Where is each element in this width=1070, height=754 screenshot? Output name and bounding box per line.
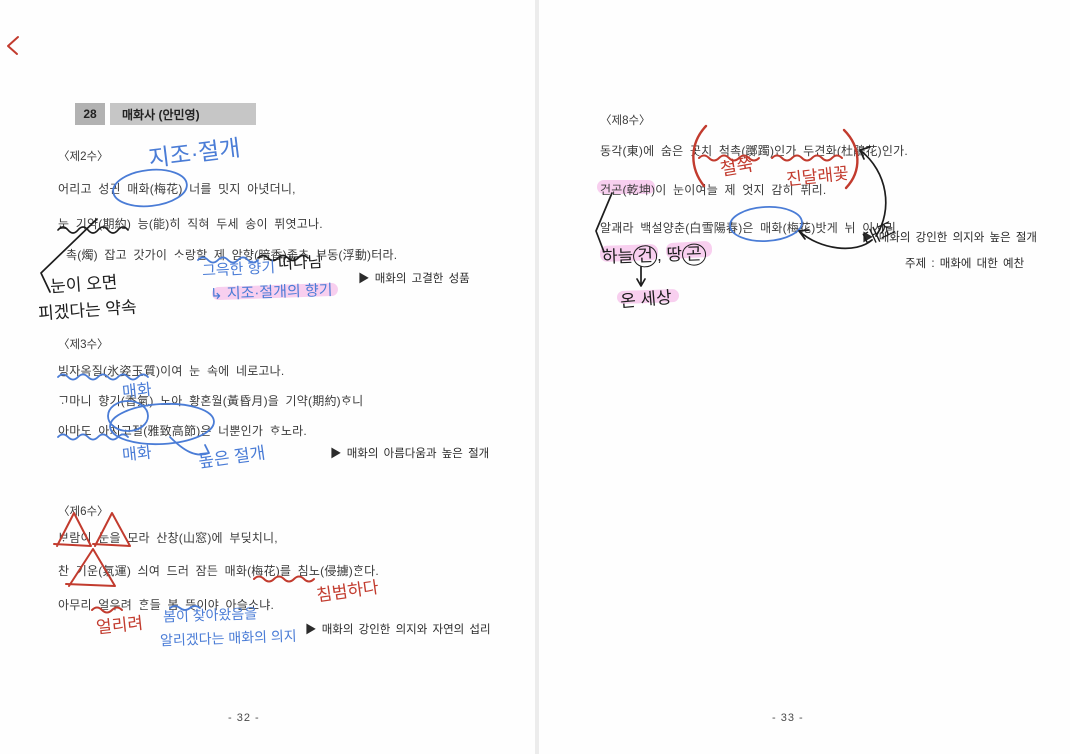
hw-circled-gon: 곤 <box>681 243 707 266</box>
handwritten-jigyo-fragrance: ↳ 지조·절개의 향기 <box>209 281 333 304</box>
verse2-line3: 촉(燭) 잡고 갓가이 ᄉᆞ랑할 제 암향(暗香)좇ᄎᆞ 부동(浮動)터라. <box>66 248 398 262</box>
red-corner-mark <box>7 36 19 55</box>
lesson-number-badge: 28 <box>75 103 105 125</box>
verse3-line2: ᄀᆞ마니 향기(香氣) 노아 황혼월(黃昏月)을 기약(期約)ᄒᆞ니 <box>58 394 364 408</box>
page-number-left: - 32 - <box>228 712 260 724</box>
handwritten-freeze: 얼리려 <box>95 613 144 638</box>
hw-sky-text: 하늘 <box>601 246 634 267</box>
lesson-title: 매화사 (안민영) <box>110 103 256 125</box>
handwritten-maehwa-a: 매화 <box>121 381 153 402</box>
handwritten-azalea-1: 철쭉 <box>718 154 755 180</box>
pink-highlight-geongon <box>597 180 655 194</box>
verse6-line2: 찬 기운(氣運) 싀여 드러 잠든 매화(梅花)를 침노(侵擄)ᄒᆞᆫ다. <box>58 564 379 578</box>
verse8-line2: 건곤(乾坤)이 눈이여늘 제 엇지 감히 퓌리. <box>600 183 827 197</box>
handwritten-whole-world: 온 세상 <box>619 287 673 312</box>
hw-ground-text: , 땅 <box>656 245 683 265</box>
verse6-summary: ▶ 매화의 강인한 의지와 자연의 섭리 <box>305 624 491 636</box>
hw-circled-geon: 건 <box>632 244 658 268</box>
verse2-label: 〈제2수〉 <box>58 151 109 163</box>
verse8-line1: 동각(東)에 숨은 꼿치 척촉(躑躅)인가 두견화(杜鵑花)인가. <box>600 144 908 158</box>
verse8-summary: ▶ 매화의 강인한 의지와 높은 절개 <box>862 232 1038 244</box>
verse2-line2: 눈 기약(期約) 능(能)히 직혀 두세 송이 퓌엿고나. <box>58 217 323 231</box>
verse6-line1: ᄇᆞ람이 눈을 모라 산창(山窓)에 부딪치니, <box>58 531 278 545</box>
handwritten-fragrance: 그윽한 향기 <box>201 259 276 280</box>
verse8-line3: 알괘라 백설양춘(白雪陽春)은 매화(梅花)밧게 뉘 이시리. <box>600 221 900 235</box>
black-down-arrow <box>636 266 646 287</box>
handwritten-high-integrity: 높은 절개 <box>197 443 267 472</box>
page-number-right: - 33 - <box>772 712 804 724</box>
handwritten-spring-2: 알리겠다는 매화의 의지 <box>159 627 297 649</box>
verse3-line3: 아마도 아치고절(雅致高節)은 너뿐인가 ᄒᆞ노라. <box>58 424 307 438</box>
page-divider <box>535 0 539 754</box>
handwritten-floating: 떠다님 <box>277 253 323 274</box>
handwritten-jigyo-jeolgae: 지조·절개 <box>147 134 242 172</box>
verse6-label: 〈제6수〉 <box>58 506 109 518</box>
handwritten-azalea-2: 진달래꽃 <box>785 163 850 190</box>
handwritten-maehwa-b: 매화 <box>121 444 153 465</box>
verse8-label: 〈제8수〉 <box>600 115 651 127</box>
theme-text: 주제 : 매화에 대한 예찬 <box>905 258 1025 270</box>
verse2-summary: ▶ 매화의 고결한 성품 <box>358 273 470 285</box>
verse3-line1: 빙자옥질(氷姿玉質)이여 눈 속에 네로고나. <box>58 364 285 378</box>
handwritten-snow-promise-2: 피겠다는 약속 <box>37 297 138 324</box>
verse3-summary: ▶ 매화의 아름다움과 높은 절개 <box>330 448 490 460</box>
handwritten-snow-promise-1: 눈이 오면 <box>49 272 119 297</box>
handwritten-spring-1: 봄이 찾아왔음을 <box>162 605 258 625</box>
verse3-label: 〈제3수〉 <box>58 339 109 351</box>
verse2-line1: 어리고 성긘 매화(梅花) 너를 밋지 아녓더니, <box>58 182 296 196</box>
